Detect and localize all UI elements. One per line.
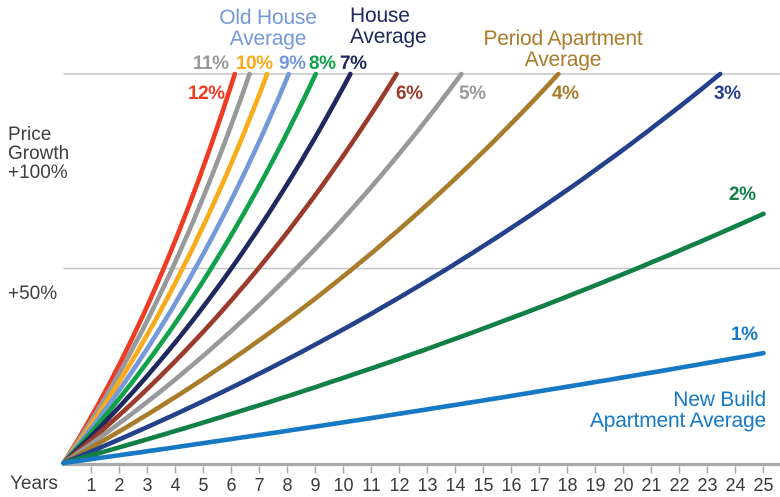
annotation-new-build-apartment-average: New Build Apartment Average [590, 389, 766, 431]
x-tick-label-17: 17 [529, 475, 550, 495]
x-tick-label-20: 20 [613, 475, 634, 495]
y-axis-title-line2: Growth [8, 143, 70, 164]
x-tick-label-18: 18 [557, 475, 578, 495]
x-tick-label-23: 23 [697, 475, 718, 495]
x-tick-label-8: 8 [282, 475, 293, 495]
series-label-12pct: 12% [188, 83, 225, 104]
growth-curve-8% [61, 71, 318, 466]
x-tick-label-21: 21 [641, 475, 662, 495]
x-tick-label-1: 1 [86, 475, 97, 495]
growth-curve-11% [61, 71, 252, 466]
annotation-line: New Build [673, 388, 766, 411]
growth-curve-10% [61, 71, 270, 466]
annotation-line: Period Apartment [483, 27, 643, 50]
x-axis-title: Years [10, 473, 58, 494]
annotation-line: House [350, 4, 410, 27]
annotation-line: Average [350, 25, 427, 48]
x-tick-label-24: 24 [725, 475, 746, 495]
y-axis-title: Price Growth +100% [8, 125, 69, 182]
annotation-line: Average [524, 48, 602, 71]
x-tick-label-5: 5 [198, 475, 209, 495]
gridline-label-50: +50% [8, 283, 58, 304]
series-label-8pct: 8% [309, 53, 336, 74]
x-tick-label-10: 10 [333, 475, 354, 495]
y-axis-title-line1: Price [8, 124, 52, 145]
x-tick-label-12: 12 [389, 475, 410, 495]
gridline-label-100: +100% [8, 162, 68, 183]
x-tick-label-9: 9 [310, 475, 321, 495]
series-label-4pct: 4% [552, 83, 579, 104]
series-label-6pct: 6% [396, 83, 423, 104]
annotation-house-average: House Average [350, 4, 427, 48]
series-label-1pct: 1% [731, 324, 758, 345]
growth-curve-2% [61, 211, 766, 466]
series-label-2pct: 2% [729, 184, 756, 205]
series-label-3pct: 3% [714, 83, 741, 104]
series-label-7pct: 7% [340, 53, 367, 74]
series-label-10pct: 10% [236, 53, 273, 74]
series-label-5pct: 5% [459, 83, 486, 104]
annotation-line: Average [229, 27, 307, 50]
growth-curve-4% [61, 71, 561, 466]
x-tick-label-25: 25 [753, 475, 774, 495]
growth-curve-9% [61, 71, 291, 466]
x-tick-label-19: 19 [585, 475, 606, 495]
x-tick-label-3: 3 [142, 475, 153, 495]
annotation-period-apartment-average: Period Apartment Average [463, 28, 663, 70]
series-label-11pct: 11% [193, 53, 229, 74]
x-tick-label-6: 6 [226, 475, 237, 495]
x-tick-label-15: 15 [473, 475, 494, 495]
growth-curve-6% [61, 71, 399, 466]
x-tick-label-16: 16 [501, 475, 522, 495]
growth-curve-5% [61, 71, 464, 466]
growth-curve-7% [61, 71, 353, 466]
annotation-line: Apartment Average [590, 409, 766, 432]
growth-curve-3% [61, 71, 723, 466]
x-tick-label-11: 11 [362, 475, 381, 495]
x-tick-label-22: 22 [669, 475, 690, 495]
annotation-old-house-average: Old House Average [195, 7, 341, 49]
x-tick-label-13: 13 [417, 475, 438, 495]
x-tick-label-2: 2 [114, 475, 125, 495]
x-tick-label-14: 14 [445, 475, 466, 495]
growth-curve-1% [61, 350, 766, 466]
x-tick-label-7: 7 [254, 475, 265, 495]
annotation-line: Old House [219, 6, 317, 29]
x-tick-label-4: 4 [170, 475, 181, 495]
series-label-9pct: 9% [279, 53, 306, 74]
